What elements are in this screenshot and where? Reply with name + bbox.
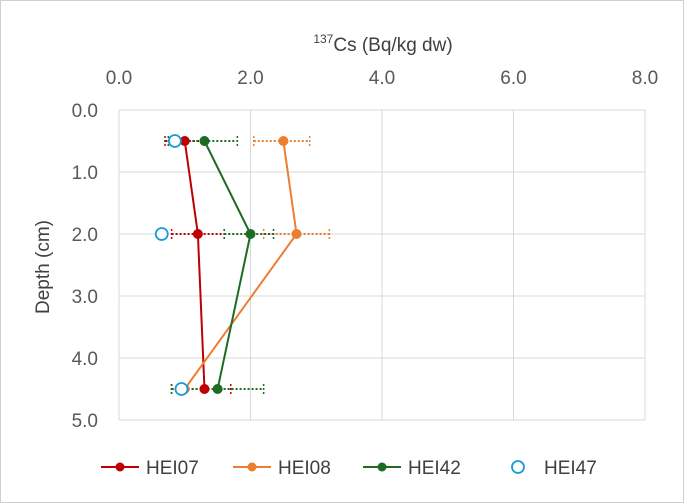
y-tick-label: 0.0 xyxy=(72,101,98,122)
x-axis-title-superscript: 137 xyxy=(313,32,333,46)
data-point-hei07 xyxy=(192,229,203,239)
y-axis-title: Depth (cm) xyxy=(33,220,54,314)
data-points xyxy=(154,134,302,396)
y-tick-label: 1.0 xyxy=(72,163,98,184)
x-tick-label: 0.0 xyxy=(106,68,132,89)
tick-labels: 0.0 2.0 4.0 6.0 8.0 0.0 1.0 2.0 3.0 4.0 5.0 xyxy=(72,68,659,432)
legend: HEI07 HEI08 HEI42 HEI47 xyxy=(101,458,597,479)
data-point-hei42 xyxy=(199,136,210,146)
y-tick-label: 2.0 xyxy=(72,225,98,246)
data-point-hei47 xyxy=(167,134,182,148)
series-line-hei07 xyxy=(183,140,206,390)
data-point-hei07 xyxy=(199,384,210,394)
legend-marker-hei07 xyxy=(115,462,125,472)
legend-label-hei47: HEI47 xyxy=(544,458,597,479)
x-tick-label: 6.0 xyxy=(500,68,526,89)
legend-label-hei07: HEI07 xyxy=(146,458,199,479)
x-tick-label: 2.0 xyxy=(237,68,263,89)
series-line-hei08 xyxy=(183,140,298,390)
y-tick-label: 3.0 xyxy=(72,287,98,308)
x-tick-label: 4.0 xyxy=(369,68,395,89)
data-point-hei08 xyxy=(278,136,289,146)
x-axis-title: 137Cs (Bq/kg dw) xyxy=(313,32,452,56)
data-point-hei47 xyxy=(174,382,189,396)
data-point-hei42 xyxy=(245,229,256,239)
data-point-hei42 xyxy=(212,384,223,394)
legend-label-hei08: HEI08 xyxy=(278,458,331,479)
legend-label-hei42: HEI42 xyxy=(408,458,461,479)
grid xyxy=(118,109,646,421)
y-tick-label: 4.0 xyxy=(72,349,98,370)
data-point-hei47 xyxy=(154,227,169,241)
series-lines xyxy=(183,140,298,390)
legend-marker-hei42 xyxy=(377,462,387,472)
legend-marker-hei08 xyxy=(247,462,257,472)
y-tick-label: 5.0 xyxy=(72,411,98,432)
data-point-hei08 xyxy=(291,229,302,239)
legend-marker-hei47 xyxy=(511,460,525,474)
x-axis-title-text: Cs (Bq/kg dw) xyxy=(333,35,452,56)
x-tick-label: 8.0 xyxy=(632,68,658,89)
